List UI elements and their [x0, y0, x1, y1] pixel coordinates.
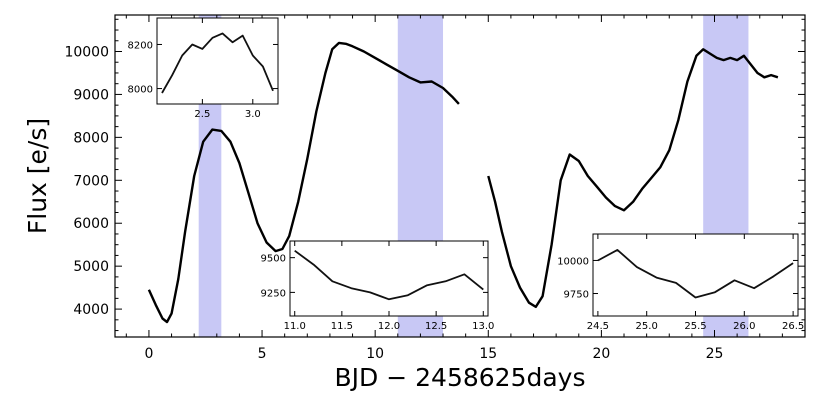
inset-frame [156, 17, 279, 105]
series-line [487, 48, 779, 309]
inset-series-line [294, 249, 484, 301]
inset-y-tick-label: 9750 [564, 290, 589, 301]
inset-x-tick-label: 3.0 [245, 109, 261, 120]
inset-series-line [597, 248, 794, 299]
inset-x-tick-label: 26.0 [733, 321, 755, 332]
inset-x-tick-label: 25.5 [684, 321, 706, 332]
inset-y-tick-label: 9500 [261, 254, 286, 265]
inset-panel: 2.5 3.0 8000 8200 [128, 17, 279, 120]
inset-series-line [161, 32, 274, 94]
flux-series [147, 41, 779, 324]
y-tick-label: 9000 [73, 87, 109, 103]
inset-y-tick-label: 10000 [557, 256, 589, 267]
insets: 2.5 3.0 8000 8200 11.0 11.5 12.0 12.5 13.0 9250 95… [128, 17, 804, 332]
y-axis-ticks: 4000 5000 6000 7000 8000 9000 10000 [64, 18, 805, 332]
x-tick-label: 15 [479, 346, 497, 362]
x-tick-label: 25 [706, 346, 724, 362]
inset-x-tick-label: 12.0 [378, 321, 400, 332]
inset-frame [289, 240, 489, 317]
inset-y-tick-label: 8000 [128, 85, 153, 96]
inset-x-tick-label: 11.0 [284, 321, 306, 332]
y-tick-label: 10000 [64, 44, 109, 60]
inset-x-tick-label: 25.0 [636, 321, 658, 332]
inset-panel: 11.0 11.5 12.0 12.5 13.0 9250 9500 [261, 240, 494, 332]
inset-frame [592, 233, 799, 317]
y-tick-label: 6000 [73, 216, 109, 232]
inset-x-tick-label: 11.5 [331, 321, 353, 332]
y-tick-label: 5000 [73, 259, 109, 275]
plot-frame [114, 14, 806, 338]
x-tick-label: 10 [366, 346, 384, 362]
inset-x-tick-label: 13.0 [472, 321, 494, 332]
y-tick-label: 7000 [73, 173, 109, 189]
inset-y-tick-label: 9250 [261, 288, 286, 299]
series-line [147, 41, 460, 324]
inset-x-tick-label: 24.5 [587, 321, 609, 332]
inset-y-tick-label: 8200 [128, 40, 153, 51]
x-tick-label: 5 [258, 346, 267, 362]
inset-x-tick-label: 12.5 [425, 321, 447, 332]
x-axis-title: BJD − 2458625days [335, 363, 586, 392]
x-tick-label: 20 [592, 346, 610, 362]
y-axis-title: Flux [e/s] [23, 118, 52, 234]
inset-panel: 24.5 25.0 25.5 26.0 26.5 9750 10000 [557, 233, 804, 332]
y-tick-label: 4000 [73, 302, 109, 318]
x-tick-label: 0 [144, 346, 153, 362]
inset-x-tick-label: 26.5 [782, 321, 804, 332]
inset-x-tick-label: 2.5 [194, 109, 210, 120]
y-tick-label: 8000 [73, 130, 109, 146]
